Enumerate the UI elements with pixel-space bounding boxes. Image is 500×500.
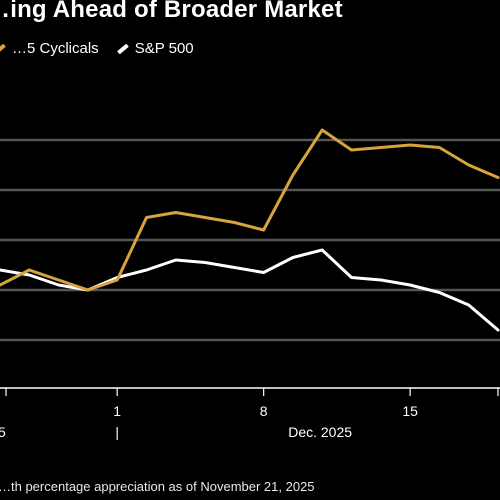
chart-legend: …5 Cyclicals S&P 500 (0, 40, 194, 57)
x-tick-sublabel: | (115, 424, 119, 440)
x-edge-label: 5 (0, 424, 6, 440)
series-lines (0, 128, 500, 332)
gridlines (0, 138, 500, 342)
x-tick-label: 15 (402, 403, 418, 419)
x-axis: 1 | 8 15 Dec. 2025 5 (0, 387, 500, 440)
x-tick-sublabel: Dec. 2025 (288, 424, 352, 440)
x-tick-label: 1 (113, 403, 121, 419)
x-tick-label: 8 (260, 403, 268, 419)
legend-label-sp500: S&P 500 (134, 40, 194, 57)
series-line-cyclicals (0, 128, 500, 292)
chart-footnote: …th percentage appreciation as of Novemb… (0, 479, 315, 494)
legend-item-cyclicals: …5 Cyclicals (0, 40, 99, 57)
legend-label-cyclicals: …5 Cyclicals (12, 40, 99, 57)
legend-item-sp500: S&P 500 (116, 40, 194, 57)
chart-title: …ing Ahead of Broader Market (0, 0, 343, 23)
